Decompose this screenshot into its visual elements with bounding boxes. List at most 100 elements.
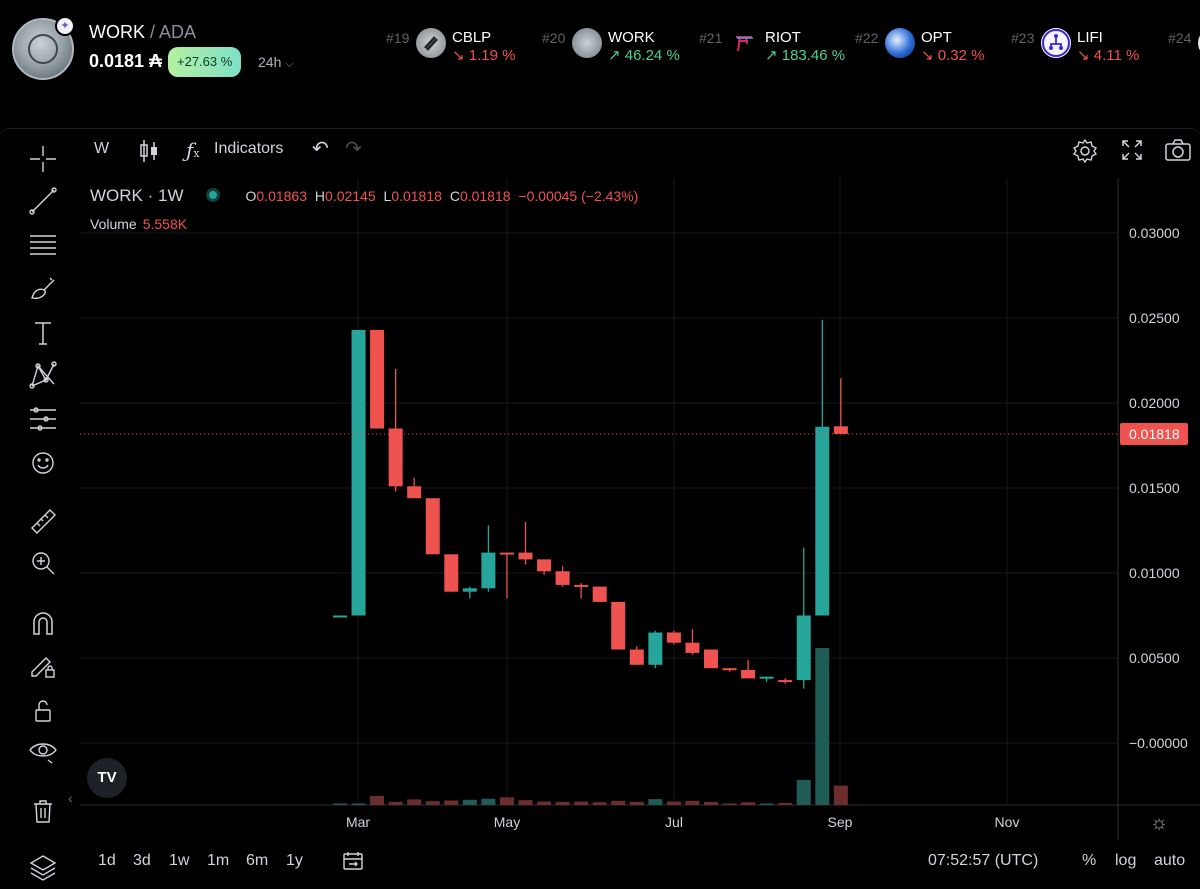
- fullscreen-icon[interactable]: [1120, 138, 1144, 167]
- settings-gear-icon[interactable]: [1072, 138, 1098, 169]
- candle-body: [518, 552, 533, 560]
- crosshair-icon[interactable]: [28, 144, 58, 174]
- unlock-icon[interactable]: [28, 696, 58, 726]
- range-6m-button[interactable]: 6m: [246, 852, 269, 869]
- layers-icon[interactable]: [28, 852, 58, 882]
- range-3d-button[interactable]: 3d: [133, 852, 151, 869]
- volume-bar: [351, 803, 366, 805]
- current-price-label: 0.01818: [1129, 426, 1180, 442]
- market-status-dot: [205, 188, 220, 202]
- volume-bar: [407, 799, 422, 805]
- redo-icon[interactable]: ↷: [345, 138, 362, 160]
- date-range-icon[interactable]: [342, 850, 364, 877]
- undo-icon[interactable]: ↶: [312, 138, 329, 160]
- ticker-rank: #19: [386, 30, 410, 46]
- time-axis-label: Jul: [665, 814, 683, 830]
- candle-body: [444, 554, 459, 592]
- price-axis-label: 0.01500: [1129, 480, 1180, 496]
- percent-scale-button[interactable]: %: [1082, 852, 1097, 869]
- screenshot-camera-icon[interactable]: [1164, 138, 1192, 167]
- collapse-toolbar-chevron-icon[interactable]: ‹: [68, 790, 73, 806]
- volume-bar: [499, 797, 514, 805]
- current-price-tag: [1120, 422, 1188, 445]
- ticker-symbol: LIFI: [1077, 29, 1103, 46]
- volume-bar: [592, 802, 607, 805]
- trend-line-icon[interactable]: [28, 186, 58, 216]
- token-ranking-ticker: #19 CBLP ↘ 1.19 % #20 WORK ↗ 46.24 % #21 RIOT ↗ …: [386, 22, 1200, 72]
- forecast-icon[interactable]: [28, 404, 58, 434]
- pattern-icon[interactable]: [28, 360, 58, 390]
- emoji-icon[interactable]: [28, 448, 58, 478]
- drawing-toolbar: [20, 140, 68, 889]
- timeframe-dropdown[interactable]: 24h ⌵: [258, 54, 294, 71]
- ohlc-legend: WORK · 1W O0.01863 H0.02145 L0.01818 C0.0…: [90, 186, 638, 206]
- candle-body: [833, 426, 848, 434]
- pair-base: WORK: [89, 22, 145, 42]
- trash-icon[interactable]: [28, 796, 58, 826]
- eye-icon[interactable]: [28, 736, 58, 766]
- legend-symbol: WORK · 1W: [90, 186, 184, 205]
- interval-button[interactable]: W: [94, 140, 110, 157]
- price-axis-label: 0.01000: [1129, 565, 1180, 581]
- range-1y-button[interactable]: 1y: [286, 852, 303, 869]
- candle-body: [741, 669, 756, 679]
- candle-type-icon[interactable]: [138, 138, 160, 169]
- legend-high-label: H: [314, 188, 326, 204]
- ticker-rank: #23: [1011, 30, 1035, 46]
- horizontal-lines-icon[interactable]: [28, 230, 58, 260]
- range-1d-button[interactable]: 1d: [98, 852, 116, 869]
- riot-icon: [729, 28, 759, 58]
- utc-clock[interactable]: 07:52:57 (UTC): [928, 852, 1039, 869]
- ticker-rank: #22: [855, 30, 879, 46]
- price-axis-label: 0.00500: [1129, 650, 1180, 666]
- tradingview-logo[interactable]: TV: [87, 758, 127, 798]
- candle-body: [759, 676, 774, 679]
- ticker-symbol: CBLP: [452, 29, 492, 46]
- volume-bar: [370, 795, 385, 805]
- candle-body: [704, 649, 718, 669]
- text-tool-icon[interactable]: [28, 318, 58, 348]
- volume-bar: [815, 648, 830, 805]
- ticker-change: ↘ 4.11 %: [1077, 47, 1140, 64]
- candle-body: [778, 680, 793, 683]
- volume-bar: [759, 803, 774, 805]
- ticker-change: ↗ 183.46 %: [765, 47, 846, 64]
- axis-settings-sun-icon[interactable]: ☼: [1150, 812, 1168, 834]
- candle-body: [370, 329, 385, 429]
- opt-icon: [885, 28, 915, 58]
- ticker-rank: #21: [699, 30, 723, 46]
- volume-bar: [481, 798, 496, 805]
- zoom-in-icon[interactable]: [28, 548, 58, 578]
- magnet-icon[interactable]: [28, 608, 58, 638]
- indicators-button[interactable]: Indicators: [214, 140, 284, 157]
- range-1m-button[interactable]: 1m: [207, 852, 230, 869]
- ticker-change: ↗ 46.24 %: [608, 47, 680, 64]
- legend-open-label: O: [245, 188, 257, 204]
- volume-bar: [741, 802, 756, 805]
- volume-bar: [462, 799, 477, 805]
- chevron-down-icon: ⌵: [285, 58, 294, 70]
- indicators-icon: ƒx: [186, 138, 200, 162]
- candle-body: [574, 584, 589, 587]
- lock-drawing-icon[interactable]: [28, 650, 58, 680]
- log-scale-button[interactable]: log: [1115, 852, 1137, 869]
- volume-bar: [778, 802, 793, 805]
- candle-body: [685, 642, 700, 653]
- lifi-icon: [1041, 28, 1071, 58]
- ticker-change: ↘ 1.19 %: [452, 47, 516, 64]
- legend-close: 0.01818: [459, 188, 511, 204]
- candle-body: [425, 498, 440, 555]
- pair-quote-separator: /: [150, 22, 160, 42]
- volume-bar: [425, 801, 440, 805]
- current-price: 0.0181 ₳: [89, 51, 163, 71]
- brush-icon[interactable]: [28, 274, 58, 304]
- candle-body: [351, 329, 366, 616]
- candle-body: [592, 586, 607, 602]
- range-1w-button[interactable]: 1w: [169, 852, 190, 869]
- auto-scale-button[interactable]: auto: [1154, 852, 1186, 869]
- timeframe-label: 24h: [258, 54, 282, 70]
- price-axis-label: −0.00000: [1129, 735, 1188, 751]
- candle-body: [722, 668, 737, 671]
- ruler-icon[interactable]: [28, 506, 58, 536]
